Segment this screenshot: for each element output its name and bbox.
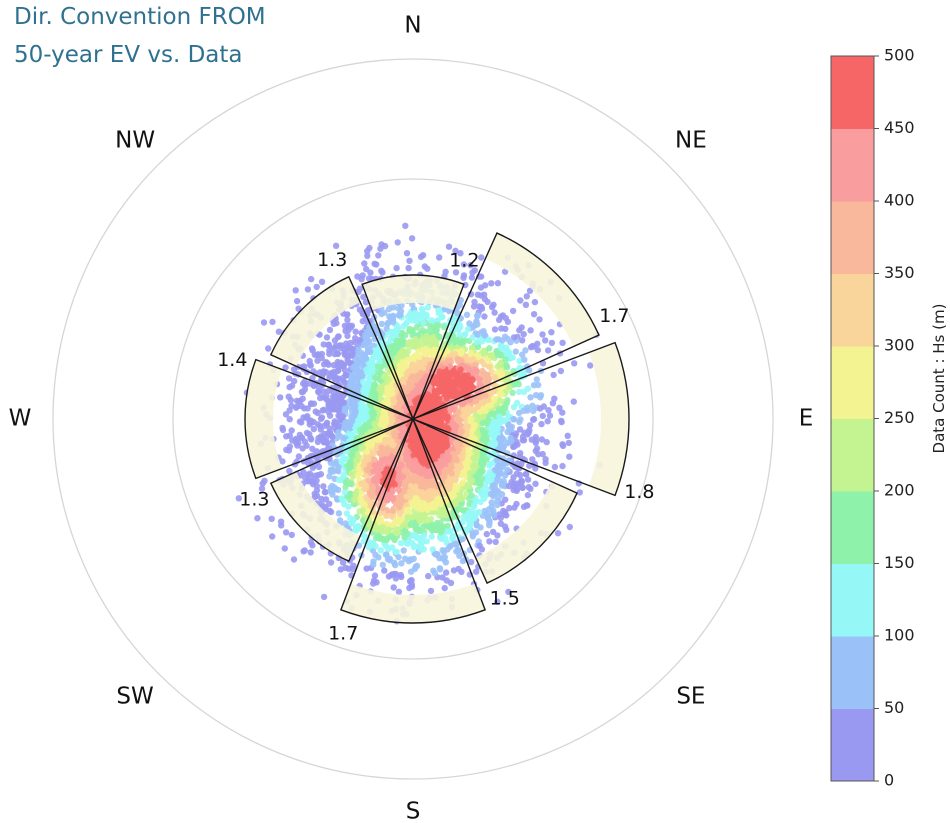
chart-title-line-1: Dir. Convention FROM <box>14 4 266 30</box>
colorbar-segment <box>831 708 874 782</box>
sector-270 <box>244 358 415 480</box>
compass-labels: N NE E SE S SW W NW <box>9 13 814 823</box>
radial-ring-2 <box>52 58 774 780</box>
sector-180 <box>339 417 487 624</box>
colorbar-segment <box>831 418 874 492</box>
compass-label-n: N <box>404 13 421 39</box>
colorbar-segment <box>831 563 874 637</box>
sector-value-label: 1.2 <box>449 250 479 272</box>
compass-label-sw: SW <box>116 683 153 709</box>
radial-grid <box>52 58 774 780</box>
colorbar-tick-label: 150 <box>884 553 915 572</box>
colorbar-tick-label: 300 <box>884 336 915 355</box>
colorbar-segment <box>831 346 874 419</box>
compass-label-se: SE <box>676 683 705 709</box>
colorbar-tick-label: 350 <box>884 263 915 282</box>
sector-edge-fill <box>475 481 578 584</box>
sector-225 <box>269 417 415 563</box>
sector-value-label: 1.5 <box>490 588 520 610</box>
colorbar-tick-label: 0 <box>884 771 894 790</box>
sector-edge-fill <box>270 276 361 367</box>
ev-sectors <box>244 232 630 624</box>
sector-value-label: 1.7 <box>328 622 358 644</box>
colorbar-tick-label: 400 <box>884 191 915 210</box>
sector-0 <box>361 274 465 421</box>
sector-edge-fill <box>270 471 361 562</box>
sector-edge-fill <box>362 275 464 311</box>
compass-label-ne: NE <box>675 128 707 154</box>
compass-label-s: S <box>406 799 421 823</box>
colorbar-segment <box>831 56 874 129</box>
colorbar-tick-label: 100 <box>884 626 915 645</box>
sector-value-label: 1.3 <box>317 249 347 271</box>
colorbar-tick-label: 200 <box>884 481 915 500</box>
colorbar-segment <box>831 273 874 347</box>
colorbar-segment <box>831 128 874 202</box>
sector-edge-fill <box>588 342 630 496</box>
sector-value-labels: 1.2 1.7 1.8 1.5 1.7 1.3 1.4 1.3 <box>217 249 654 645</box>
sector-135 <box>411 417 578 584</box>
colorbar-tick-label: 50 <box>884 698 904 717</box>
sector-45 <box>411 232 600 421</box>
sector-value-label: 1.8 <box>624 481 654 503</box>
chart-title-line-2: 50-year EV vs. Data <box>14 42 243 68</box>
colorbar-tick-label: 500 <box>884 46 915 65</box>
radial-ring-1 <box>172 178 654 660</box>
compass-label-e: E <box>799 406 814 432</box>
sector-edge-fill <box>485 233 599 347</box>
colorbar: 0 50 100 150 200 250 300 350 400 450 500 Data Count… <box>830 46 948 790</box>
colorbar-tick-label: 250 <box>884 408 915 427</box>
sector-value-label: 1.7 <box>599 305 629 327</box>
compass-label-w: W <box>9 406 32 432</box>
colorbar-segment <box>831 201 874 274</box>
colorbar-tick-label: 450 <box>884 118 915 137</box>
sector-315 <box>269 275 415 421</box>
sector-edge-fill <box>245 359 283 479</box>
sector-edge-fill <box>340 583 486 623</box>
colorbar-label: Data Count : Hs (m) <box>930 304 948 454</box>
compass-label-nw: NW <box>115 128 155 154</box>
sector-value-label: 1.4 <box>217 349 247 371</box>
colorbar-segment <box>831 636 874 709</box>
colorbar-segment <box>831 491 874 564</box>
sector-value-label: 1.3 <box>239 488 269 510</box>
sector-90 <box>411 341 630 497</box>
